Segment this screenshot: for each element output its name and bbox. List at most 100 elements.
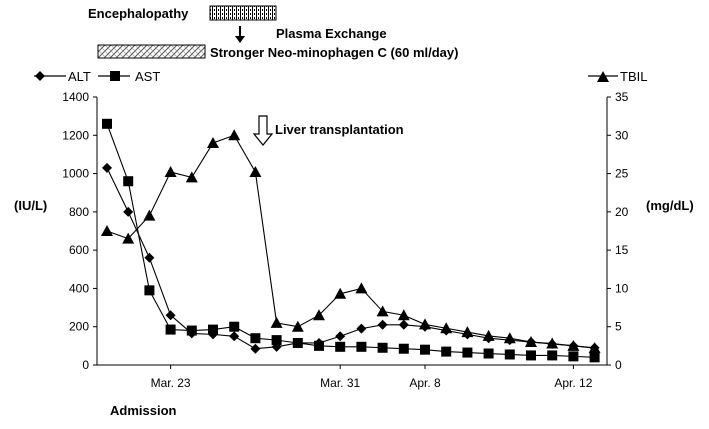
right-tick-label: 35 (615, 90, 629, 104)
tbil-point (461, 326, 474, 338)
ast-point (398, 343, 409, 354)
ast-point (547, 350, 558, 361)
encephalopathy-label: Encephalopathy (88, 6, 189, 21)
ast-point (356, 341, 367, 352)
left-tick-label: 1000 (62, 167, 89, 181)
legend-alt-label: ALT (68, 69, 91, 84)
x-tick-label: Mar. 23 (151, 376, 191, 390)
ast-point (441, 346, 452, 357)
ast-line (106, 123, 595, 358)
left-tick-label: 1200 (62, 128, 89, 142)
tbil-point (122, 232, 135, 244)
right-axis-label: (mg/dL) (646, 198, 694, 213)
ticks: 0 200 400 600 800 1000 1200 1400 0 5 10 15 20 25 30 35 M… (62, 90, 629, 390)
ast-point (208, 324, 218, 335)
tbil-point (482, 329, 495, 341)
ast-point (102, 118, 112, 129)
ast-point (123, 176, 134, 187)
legend-tbil: TBIL (588, 69, 647, 84)
left-tick-label: 1400 (62, 90, 89, 104)
right-tick-label: 25 (615, 167, 629, 181)
plasma-exchange-arrow-icon (235, 26, 245, 43)
left-tick-label: 200 (69, 320, 89, 334)
ast-point (271, 335, 282, 346)
snmc-bar (97, 44, 206, 59)
alt-point (165, 310, 176, 321)
tbil-point (228, 129, 241, 141)
alt-point (335, 331, 346, 342)
alt-point (356, 323, 367, 334)
tbil-point (313, 309, 325, 321)
tbil-line (106, 134, 595, 349)
left-tick-label: 800 (69, 205, 89, 219)
alt-point (398, 319, 409, 330)
tbil-point (376, 305, 389, 317)
ast-point (483, 348, 494, 359)
alt-point (102, 162, 112, 173)
axes (96, 97, 608, 366)
alt-point (144, 252, 155, 263)
tbil-point (270, 316, 283, 328)
alt-point (250, 343, 261, 354)
liver-transplant-label: Liver transplantation (275, 122, 404, 137)
snmc-label: Stronger Neo-minophagen C (60 ml/day) (210, 45, 458, 60)
legend-tbil-label: TBIL (620, 69, 647, 84)
right-tick-label: 30 (615, 128, 629, 142)
ast-point (144, 285, 155, 296)
ast-point (229, 321, 240, 332)
ast-point (250, 333, 261, 344)
left-axis-label: (IU/L) (14, 198, 47, 213)
tbil-point (164, 166, 177, 178)
ast-point (292, 337, 303, 348)
admission-label: Admission (110, 403, 177, 418)
tbil-point (334, 287, 347, 299)
right-tick-label: 20 (615, 205, 629, 219)
ast-point (568, 351, 579, 362)
tbil-point (143, 209, 156, 221)
tbil-point (249, 166, 262, 178)
ast-point (165, 324, 176, 335)
tbil-point (440, 322, 453, 334)
x-tick-label: Apr. 8 (409, 376, 441, 390)
alt-line (106, 167, 595, 350)
right-tick-label: 5 (615, 320, 622, 334)
plasma-exchange-label: Plasma Exchange (276, 26, 387, 41)
legend-alt: ALT (34, 69, 91, 84)
left-tick-label: 600 (69, 243, 89, 257)
tbil-point (567, 339, 580, 351)
ast-point (314, 340, 324, 351)
ast-point (589, 352, 600, 363)
ast-point (186, 325, 197, 336)
right-tick-label: 0 (615, 358, 622, 372)
legend-ast-label: AST (135, 69, 160, 84)
encephalopathy-bar (209, 5, 277, 21)
alt-point (229, 331, 240, 342)
tbil-point (546, 337, 559, 349)
alt-point (123, 206, 134, 217)
ast-point (377, 342, 388, 353)
series (101, 118, 601, 363)
tbil-point (588, 342, 601, 354)
x-tick-label: Apr. 12 (554, 376, 592, 390)
tbil-point (419, 318, 431, 330)
left-tick-label: 0 (82, 358, 89, 372)
right-tick-label: 10 (615, 281, 629, 295)
tbil-point (185, 171, 198, 183)
tbil-point (207, 136, 219, 148)
liver-transplant-arrow-icon (252, 115, 274, 146)
tbil-point (101, 225, 113, 236)
ast-point (526, 350, 536, 361)
tbil-point (525, 336, 537, 348)
ast-point (462, 347, 473, 358)
ast-point (504, 349, 515, 360)
tbil-point (355, 282, 368, 294)
left-tick-label: 400 (69, 281, 89, 295)
x-tick-label: Mar. 31 (320, 376, 360, 390)
ast-point (420, 344, 430, 355)
tbil-point (503, 332, 516, 344)
tbil-point (291, 320, 304, 332)
tbil-point (397, 309, 410, 321)
right-tick-label: 15 (615, 243, 629, 257)
ast-point (335, 341, 346, 352)
